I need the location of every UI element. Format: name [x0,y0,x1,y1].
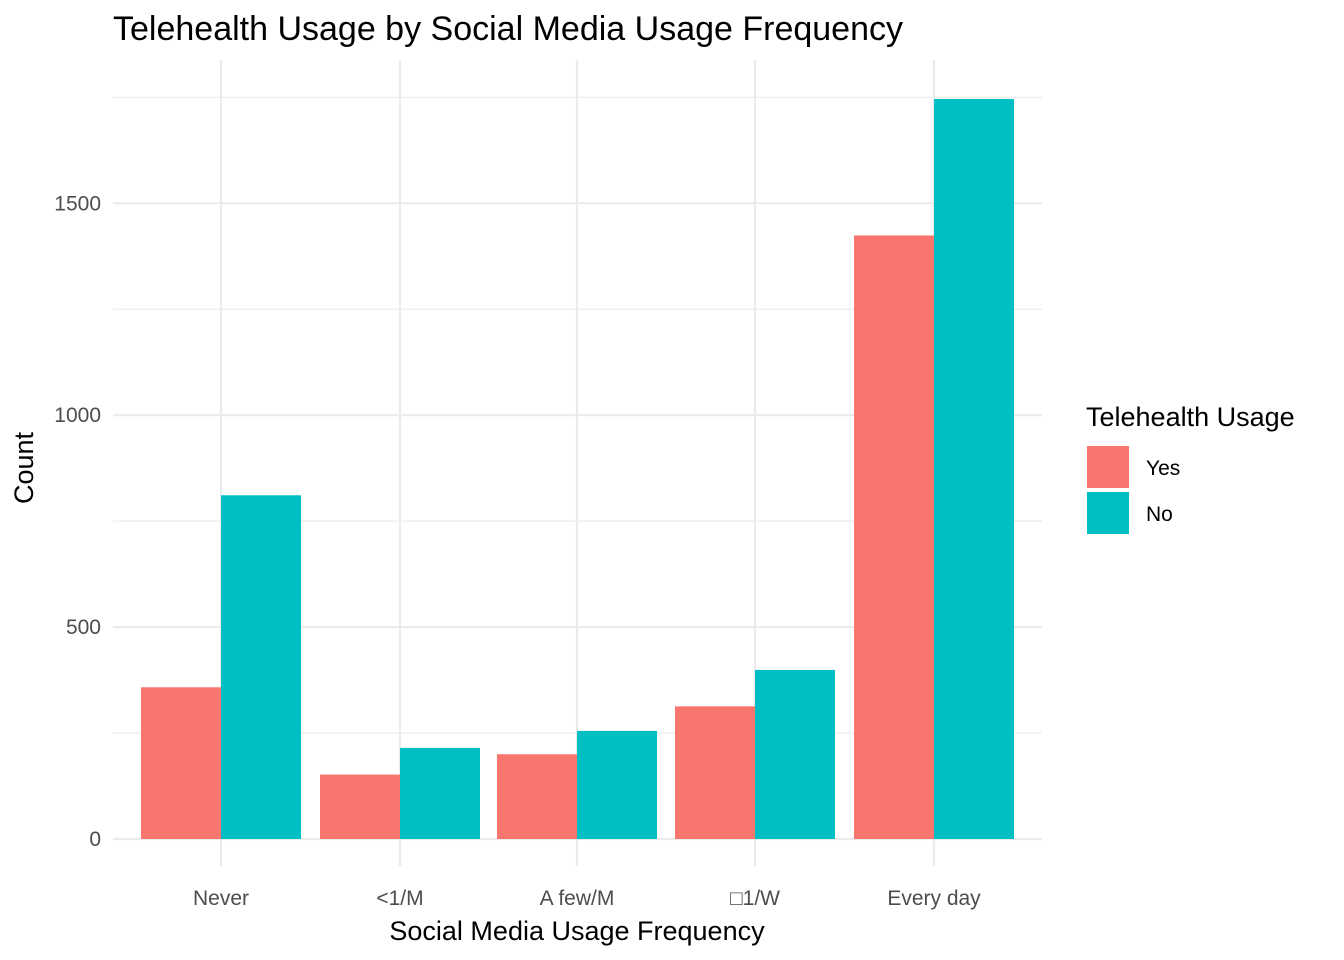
y-tick-label: 1500 [54,192,101,215]
bar-yes-0 [141,687,221,839]
legend-label-yes: Yes [1146,457,1180,480]
y-tick-label: 1000 [54,404,101,427]
bar-yes-2 [497,754,577,839]
bar-no-2 [577,730,657,839]
bar-yes-1 [320,774,400,839]
legend-items: Yes No [1087,446,1180,534]
x-axis-ticks: Never <1/M A few/M □1/W Every day [193,887,981,910]
bars [141,99,1014,840]
bar-no-1 [400,747,480,839]
x-axis-title: Social Media Usage Frequency [389,916,765,946]
x-tick-label: Never [193,887,249,910]
bar-yes-4 [854,235,934,840]
x-tick-label: □1/W [730,887,780,910]
y-tick-label: 0 [89,828,101,851]
x-tick-label: Every day [887,887,981,910]
legend-key-no [1087,492,1129,534]
legend-title: Telehealth Usage [1086,402,1295,432]
y-axis-ticks: 0 500 1000 1500 [54,192,101,851]
chart-title: Telehealth Usage by Social Media Usage F… [113,10,903,48]
legend-label-no: No [1146,503,1173,526]
legend: Telehealth Usage Yes No [1086,402,1295,534]
y-tick-label: 500 [66,616,101,639]
legend-key-yes [1087,446,1129,488]
y-axis-title: Count [9,431,39,504]
bar-no-4 [934,99,1014,839]
bar-yes-3 [675,706,755,839]
x-tick-label: A few/M [540,887,615,910]
bar-no-3 [755,669,835,839]
bar-no-0 [221,495,301,839]
x-tick-label: <1/M [376,887,423,910]
